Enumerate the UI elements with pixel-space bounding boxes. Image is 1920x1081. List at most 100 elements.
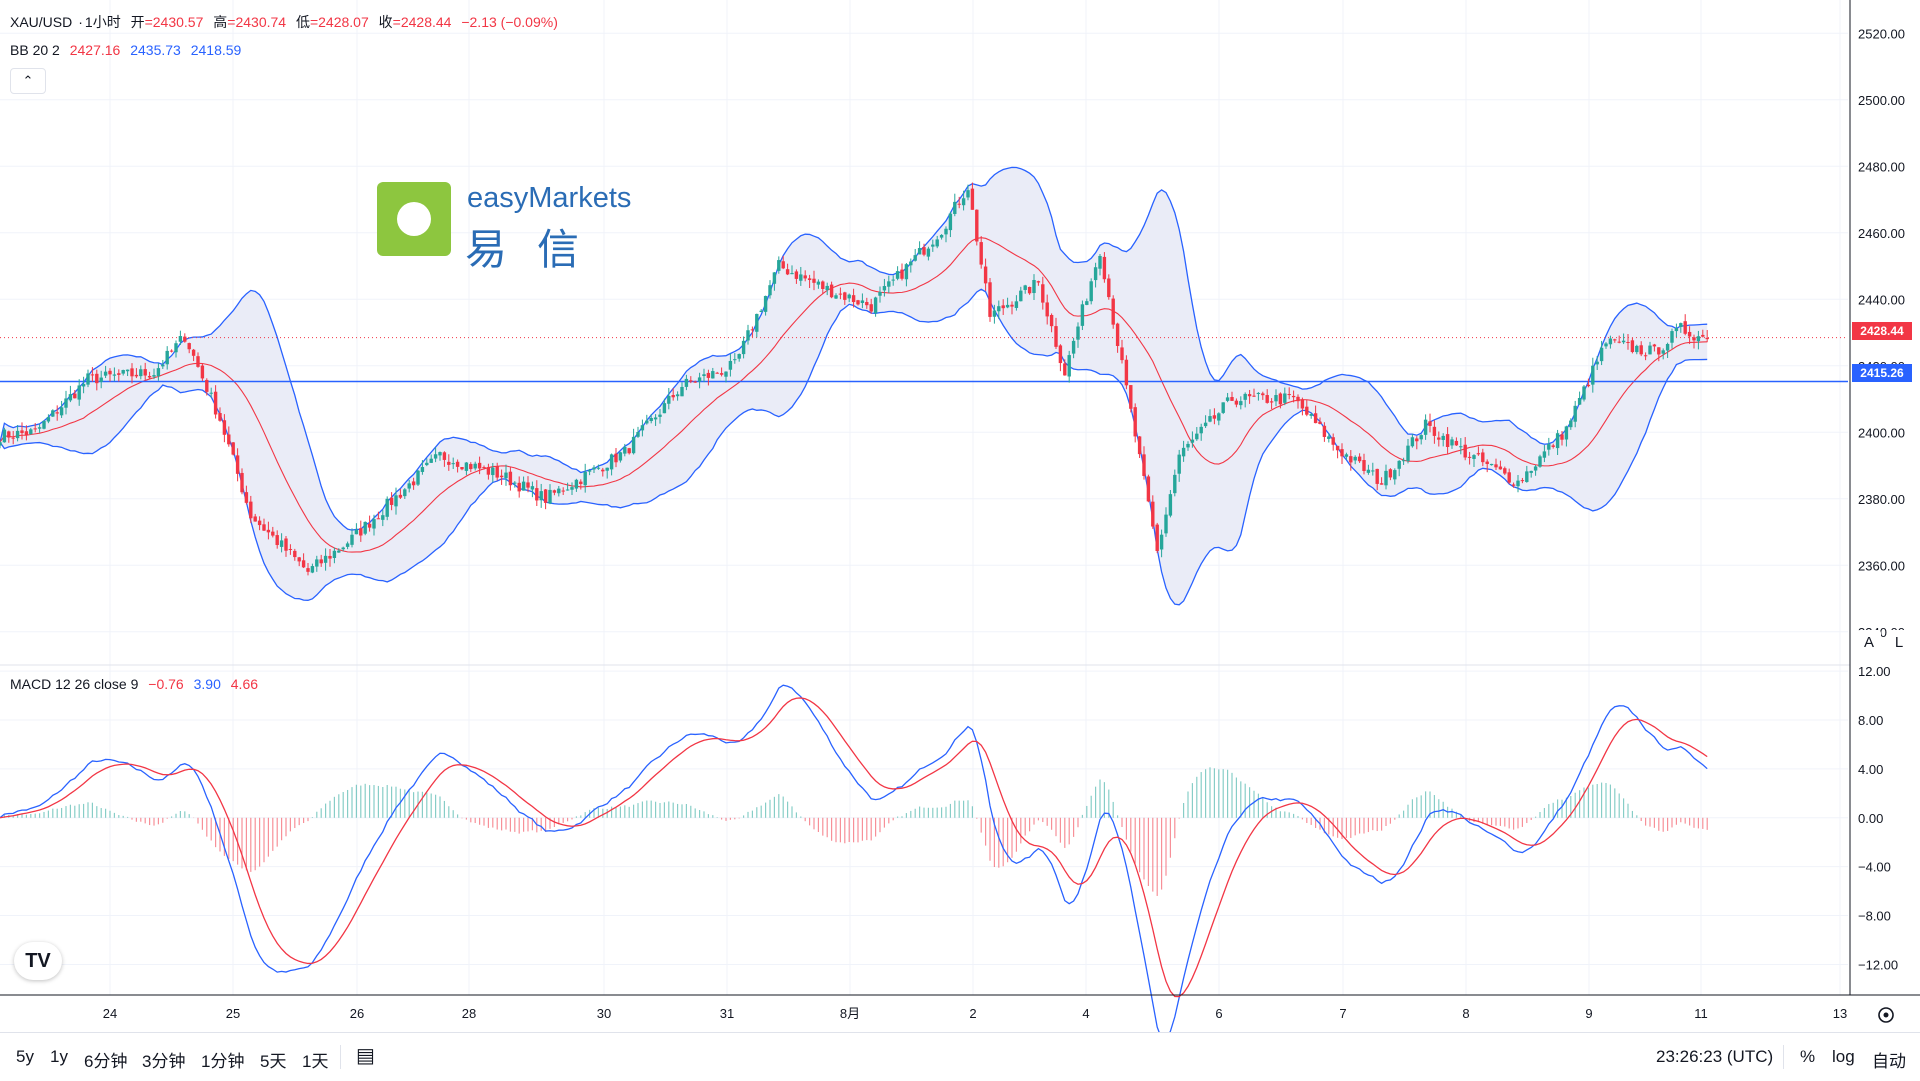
candle-body — [948, 213, 953, 231]
candle — [1203, 415, 1208, 428]
candle-body — [1674, 328, 1679, 332]
candle — [381, 510, 385, 527]
candle-body — [750, 329, 755, 331]
candle — [477, 456, 482, 475]
candle-body — [310, 566, 315, 573]
macd-legend[interactable]: MACD 12 26 close 9 −0.76 3.90 4.66 — [10, 676, 264, 692]
bb-name[interactable]: BB 20 2 — [10, 42, 60, 58]
candle-body — [451, 463, 455, 465]
candle — [1256, 392, 1261, 401]
candle — [301, 553, 306, 569]
auto-toggle[interactable]: 自动 — [1872, 1052, 1906, 1071]
range-5d[interactable]: 5天 — [260, 1052, 287, 1071]
candle-body — [953, 201, 957, 214]
candle-body — [1357, 456, 1362, 462]
candle — [469, 462, 473, 473]
candle — [521, 476, 526, 491]
candle-body — [1657, 347, 1661, 355]
horizontal-line[interactable] — [0, 337, 1848, 383]
candle — [1265, 389, 1269, 404]
candle — [451, 457, 455, 469]
candle-body — [1076, 326, 1080, 340]
candle-body — [966, 190, 970, 198]
candle-body — [803, 275, 807, 279]
candle-body — [1181, 447, 1186, 457]
candle-body — [579, 481, 583, 485]
candle — [152, 368, 156, 380]
interval-label[interactable]: 1小时 — [84, 14, 121, 30]
candle — [799, 266, 803, 286]
candle — [1054, 317, 1058, 349]
candle — [970, 182, 975, 210]
calendar-range-icon[interactable]: ▤ — [356, 1045, 375, 1067]
candle — [403, 488, 407, 499]
tradingview-logo[interactable]: TV — [14, 942, 62, 980]
candle — [1190, 431, 1195, 448]
candle — [134, 368, 139, 379]
candle — [332, 547, 337, 564]
candle-body — [152, 375, 156, 377]
percent-toggle[interactable]: % — [1800, 1047, 1816, 1066]
candle-body — [1300, 399, 1305, 409]
bb-lower-value: 2418.59 — [190, 42, 242, 58]
range-1min[interactable]: 1分钟 — [201, 1052, 245, 1071]
candle-body — [1696, 336, 1701, 342]
high-value: =2430.74 — [227, 14, 287, 30]
candle-body — [719, 373, 724, 375]
candle-body — [1155, 524, 1159, 551]
candle — [68, 385, 73, 403]
candle — [1177, 449, 1181, 482]
candle — [1225, 392, 1230, 403]
range-3min[interactable]: 3分钟 — [142, 1052, 186, 1071]
symbol-name[interactable]: XAU/USD — [10, 14, 73, 30]
range-6min[interactable]: 6分钟 — [84, 1052, 128, 1071]
range-5y[interactable]: 5y — [16, 1047, 34, 1066]
candle — [1098, 254, 1102, 276]
candle-body — [1648, 345, 1652, 355]
log-toggle[interactable]: log — [1832, 1047, 1855, 1066]
macd-name[interactable]: MACD 12 26 close 9 — [10, 676, 139, 692]
candle-body — [1692, 337, 1696, 341]
candle — [1107, 274, 1111, 300]
candle-body — [59, 407, 64, 416]
candle-body — [495, 466, 499, 478]
candle — [1005, 297, 1010, 309]
candle — [15, 425, 20, 442]
candle-body — [337, 550, 341, 553]
toolbar-divider — [340, 1045, 341, 1069]
watermark-cn-1: 易 — [465, 226, 538, 273]
collapse-legend-button[interactable]: ⌃ — [10, 68, 46, 94]
candle-body — [1503, 468, 1507, 474]
candle-body — [1406, 445, 1410, 462]
candle — [1626, 334, 1630, 350]
candle — [1221, 402, 1225, 415]
candle-body — [561, 490, 565, 492]
candle — [2, 427, 7, 443]
candle-body — [838, 293, 843, 295]
auto-scale-button[interactable]: A — [1857, 630, 1881, 654]
candle-body — [970, 188, 975, 210]
candle — [1133, 403, 1137, 443]
chevron-up-icon: ⌃ — [22, 73, 34, 88]
candle-body — [517, 482, 521, 492]
candle-body — [829, 284, 834, 298]
candle — [1085, 298, 1089, 306]
candle-body — [662, 403, 667, 414]
candle-body — [1441, 435, 1445, 440]
candle — [605, 467, 609, 479]
candle — [1516, 474, 1520, 493]
candle — [1208, 409, 1212, 423]
candle-body — [847, 294, 851, 299]
candle — [156, 363, 161, 381]
symbol-legend[interactable]: XAU/USD · 1小时 开=2430.57 高=2430.74 低=2428.0… — [10, 12, 564, 32]
candle — [966, 184, 970, 201]
range-1y[interactable]: 1y — [50, 1047, 68, 1066]
candle-body — [240, 472, 244, 493]
price-tick-label: 2520.00 — [1858, 26, 1905, 41]
bb-legend[interactable]: BB 20 2 2427.16 2435.73 2418.59 — [10, 42, 247, 58]
range-1d[interactable]: 1天 — [302, 1052, 329, 1071]
log-scale-button[interactable]: L — [1887, 630, 1911, 654]
candle-body — [1520, 480, 1525, 482]
utc-clock[interactable]: 23:26:23 (UTC) — [1656, 1047, 1774, 1066]
